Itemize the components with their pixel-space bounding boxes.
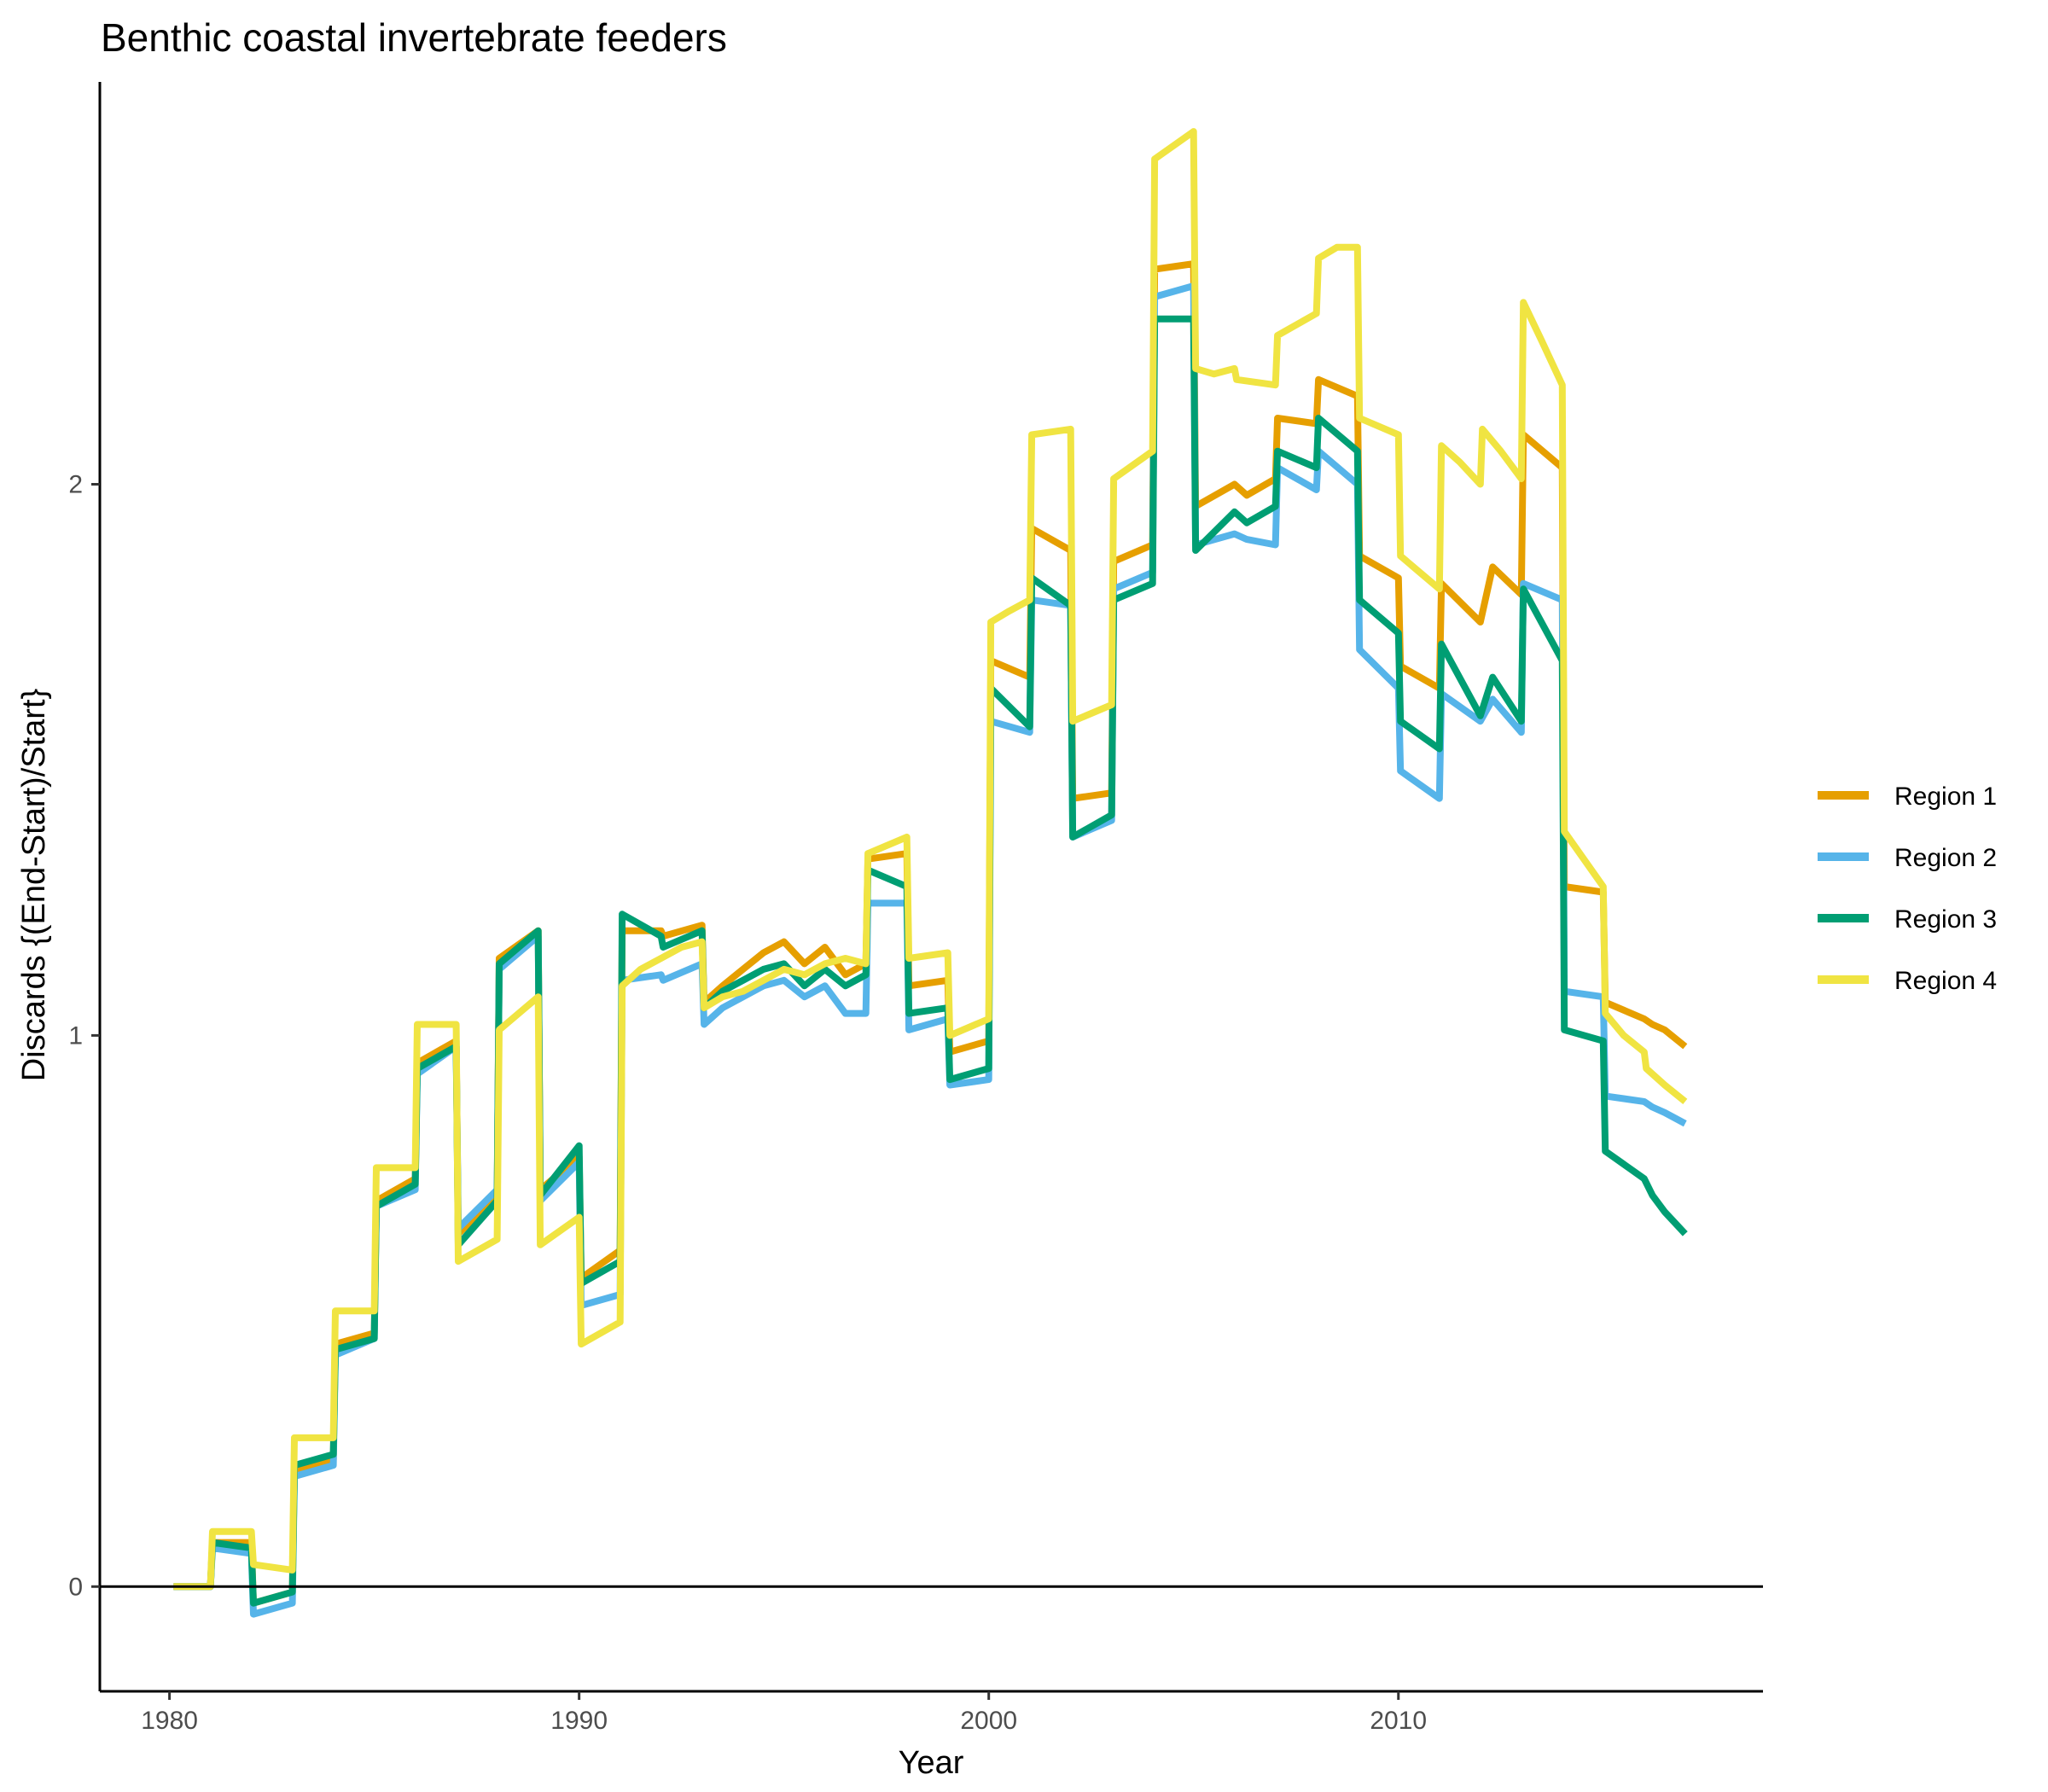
legend-label-region-4: Region 4 (1894, 967, 1997, 995)
series-layer (173, 128, 1688, 1618)
y-tick-label: 0 (68, 1573, 83, 1601)
legend-label-region-1: Region 1 (1894, 783, 1997, 811)
x-tick-label: 2000 (960, 1707, 1017, 1735)
legend-label-region-3: Region 3 (1894, 905, 1997, 934)
x-tick-label: 1980 (141, 1707, 198, 1735)
series-line-region-3 (173, 315, 1688, 1607)
series-line-region-2 (173, 282, 1687, 1618)
series-line-region-1 (173, 260, 1688, 1607)
series-line-region-4 (173, 128, 1688, 1591)
legend-label-region-2: Region 2 (1894, 844, 1997, 872)
y-tick-label: 2 (68, 471, 83, 499)
chart-title: Benthic coastal invertebrate feeders (101, 15, 727, 60)
x-tick-label: 1990 (550, 1707, 608, 1735)
x-tick-label: 2010 (1370, 1707, 1427, 1735)
x-axis-title: Year (899, 1745, 964, 1781)
legend: Region 1 Region 2 Region 3 Region 4 (1818, 783, 1997, 995)
x-axis-ticks: 1980 1990 2000 2010 (141, 1691, 1427, 1735)
y-tick-label: 1 (68, 1021, 83, 1050)
y-axis-title: Discards {(End-Start)/Start} (16, 689, 52, 1081)
y-axis-ticks: 0 1 2 (68, 471, 100, 1601)
